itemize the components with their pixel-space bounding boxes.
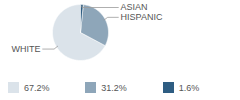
svg-text:ASIAN: ASIAN — [121, 2, 148, 12]
svg-text:WHITE: WHITE — [11, 44, 40, 54]
html-text:1.6%: 1.6% — [178, 82, 200, 93]
html-text:67.2%: 67.2% — [24, 82, 50, 93]
html-text:31.2%: 31.2% — [101, 82, 127, 93]
svg-text:HISPANIC: HISPANIC — [121, 12, 163, 22]
